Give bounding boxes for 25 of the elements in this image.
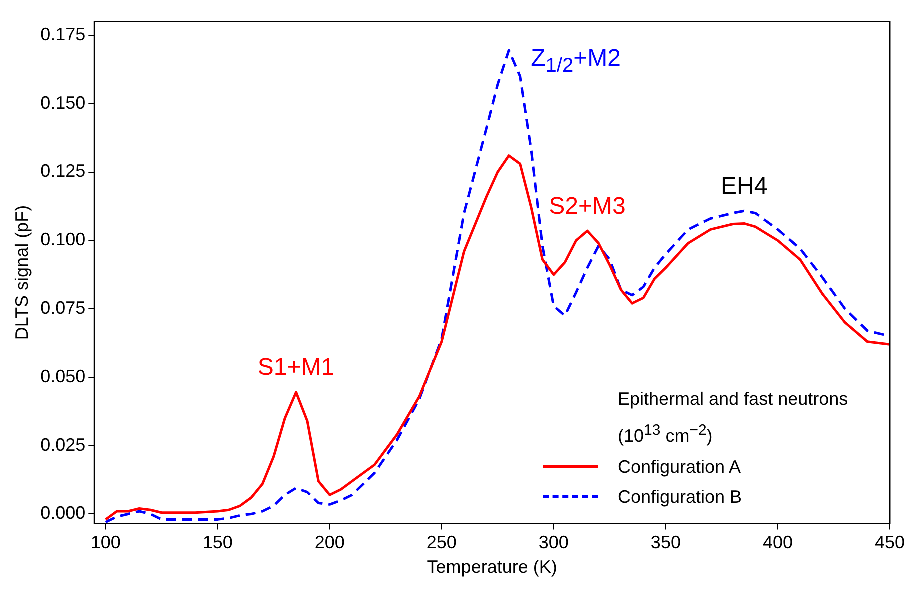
annotation: S1+M1 bbox=[258, 354, 335, 382]
y-tick-label: 0.025 bbox=[40, 434, 86, 455]
x-tick-label: 250 bbox=[426, 532, 457, 553]
annotation: Z$_{1/2}$+M2 bbox=[531, 44, 621, 78]
annotation: S2+M3 bbox=[549, 193, 626, 222]
y-tick-label: 0.125 bbox=[40, 161, 86, 182]
x-axis-title: Temperature (K) bbox=[427, 557, 558, 578]
x-tick-label: 450 bbox=[874, 532, 906, 553]
annotation: EH4 bbox=[721, 173, 768, 202]
x-tick-label: 200 bbox=[314, 532, 345, 553]
y-tick-label: 0.175 bbox=[40, 24, 86, 44]
legend-title: Epithermal and fast neutrons (10$^{13}$ cm$^{−2}$) bbox=[618, 388, 850, 448]
y-tick-label: 0.150 bbox=[40, 92, 86, 113]
x-tick-label: 400 bbox=[762, 532, 793, 553]
legend-label: Configuration A bbox=[618, 456, 742, 479]
x-tick-label: 150 bbox=[202, 532, 233, 553]
x-tick-label: 300 bbox=[538, 532, 569, 553]
y-tick-label: 0.000 bbox=[40, 503, 86, 524]
y-tick-label: 0.050 bbox=[40, 366, 86, 386]
y-tick-label: 0.075 bbox=[40, 298, 86, 318]
y-axis-title: DLTS signal (pF) bbox=[12, 205, 32, 340]
x-tick-label: 350 bbox=[650, 532, 681, 553]
legend-label: Configuration B bbox=[618, 486, 742, 509]
x-tick-label: 100 bbox=[90, 532, 121, 553]
y-tick-label: 0.100 bbox=[40, 230, 86, 250]
